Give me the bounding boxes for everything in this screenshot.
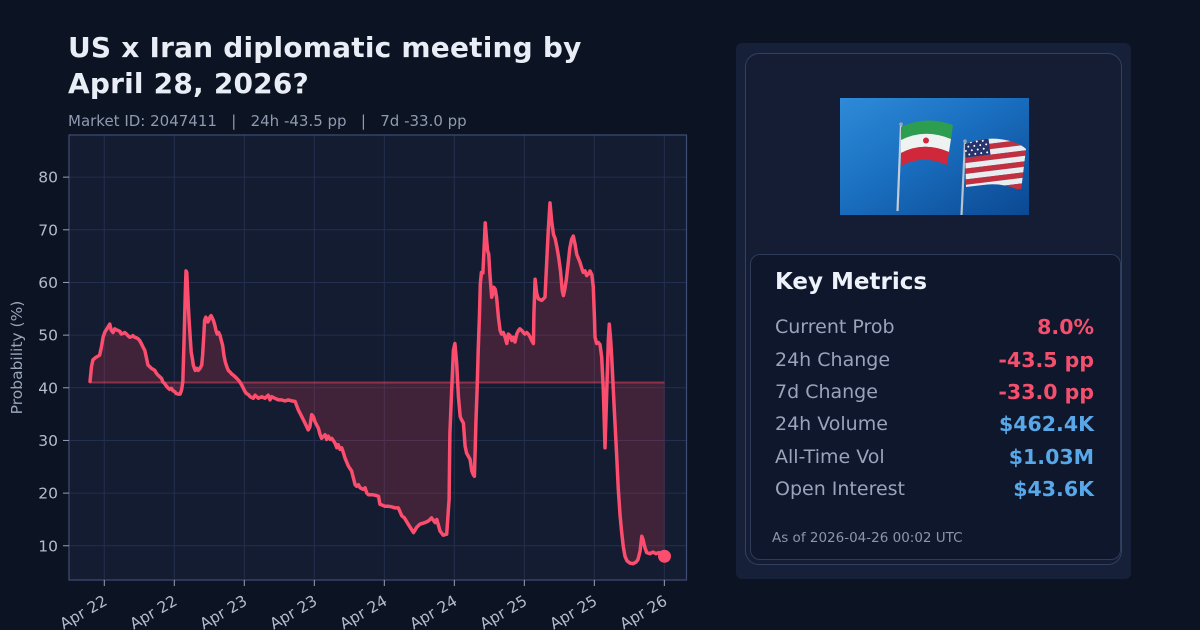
metric-row-current-prob: Current Prob 8.0% [775, 311, 1094, 343]
page-title: US x Iran diplomatic meeting by April 28… [68, 31, 582, 100]
probability-chart: 10 20 30 40 50 60 70 80 Apr 22 Apr 22 Apr 23 Apr 23… [8, 134, 688, 630]
iran-flagpole [896, 122, 903, 212]
x-tick-label: Apr 23 [267, 592, 321, 630]
y-tick-label: 30 [38, 432, 58, 450]
metric-label: Current Prob [775, 316, 895, 339]
market-id-subtitle: Market ID: 2047411 | 24h -43.5 pp | 7d -… [68, 112, 467, 130]
y-tick-label: 60 [38, 274, 58, 292]
x-tick-label: Apr 24 [407, 592, 461, 630]
plot-background [69, 135, 687, 580]
metric-row-7d-change: 7d Change -33.0 pp [775, 376, 1094, 408]
metric-value: $43.6K [1013, 477, 1094, 502]
metric-value: -43.5 pp [998, 347, 1094, 372]
y-tick-label: 20 [38, 485, 58, 503]
metric-value: 8.0% [1037, 315, 1094, 340]
x-tick-label: Apr 25 [477, 592, 531, 630]
key-metrics-title: Key Metrics [775, 269, 928, 295]
key-metrics-rows: Current Prob 8.0% 24h Change -43.5 pp 7d Cha… [775, 311, 1094, 505]
x-tick-label: Apr 22 [127, 592, 181, 630]
y-tick-label: 10 [38, 537, 58, 555]
metric-row-all-time-vol: All-Time Vol $1.03M [775, 441, 1094, 473]
y-tick-label: 80 [38, 169, 58, 187]
metric-label: 24h Change [775, 348, 891, 371]
x-tick-label: Apr 25 [547, 592, 601, 630]
as-of-timestamp: As of 2026-04-26 00:02 UTC [772, 530, 963, 546]
right-panel: Key Metrics Current Prob 8.0% 24h Change -4… [736, 43, 1131, 579]
metric-label: 24h Volume [775, 413, 888, 436]
flags-photo [840, 98, 1029, 215]
y-tick-label: 70 [38, 221, 58, 239]
metric-row-24h-volume: 24h Volume $462.4K [775, 408, 1094, 440]
us-flagpole [960, 139, 967, 215]
x-tick-label: Apr 23 [197, 592, 251, 630]
key-metrics-box: Key Metrics Current Prob 8.0% 24h Change -4… [750, 254, 1121, 560]
metric-label: 7d Change [775, 380, 878, 403]
x-tick-label: Apr 22 [57, 592, 111, 630]
plot-border [68, 134, 688, 581]
metric-value: -33.0 pp [998, 379, 1094, 404]
last-point-marker [658, 549, 672, 563]
y-axis-label: Probability (%) [8, 301, 26, 415]
metric-row-open-interest: Open Interest $43.6K [775, 473, 1094, 505]
y-tick-label: 50 [38, 327, 58, 345]
metric-value: $1.03M [1008, 444, 1094, 469]
metric-value: $462.4K [999, 412, 1094, 437]
info-card: Key Metrics Current Prob 8.0% 24h Change -4… [745, 53, 1122, 565]
iran-flag [901, 120, 953, 166]
metric-label: Open Interest [775, 478, 906, 501]
probability-line [88, 201, 667, 566]
metric-row-24h-change: 24h Change -43.5 pp [775, 343, 1094, 375]
iran-emblem [923, 137, 929, 144]
x-tick-label: Apr 24 [337, 592, 391, 630]
metric-label: All-Time Vol [775, 445, 885, 468]
x-tick-label: Apr 26 [617, 592, 671, 630]
y-tick-label: 40 [38, 379, 58, 397]
